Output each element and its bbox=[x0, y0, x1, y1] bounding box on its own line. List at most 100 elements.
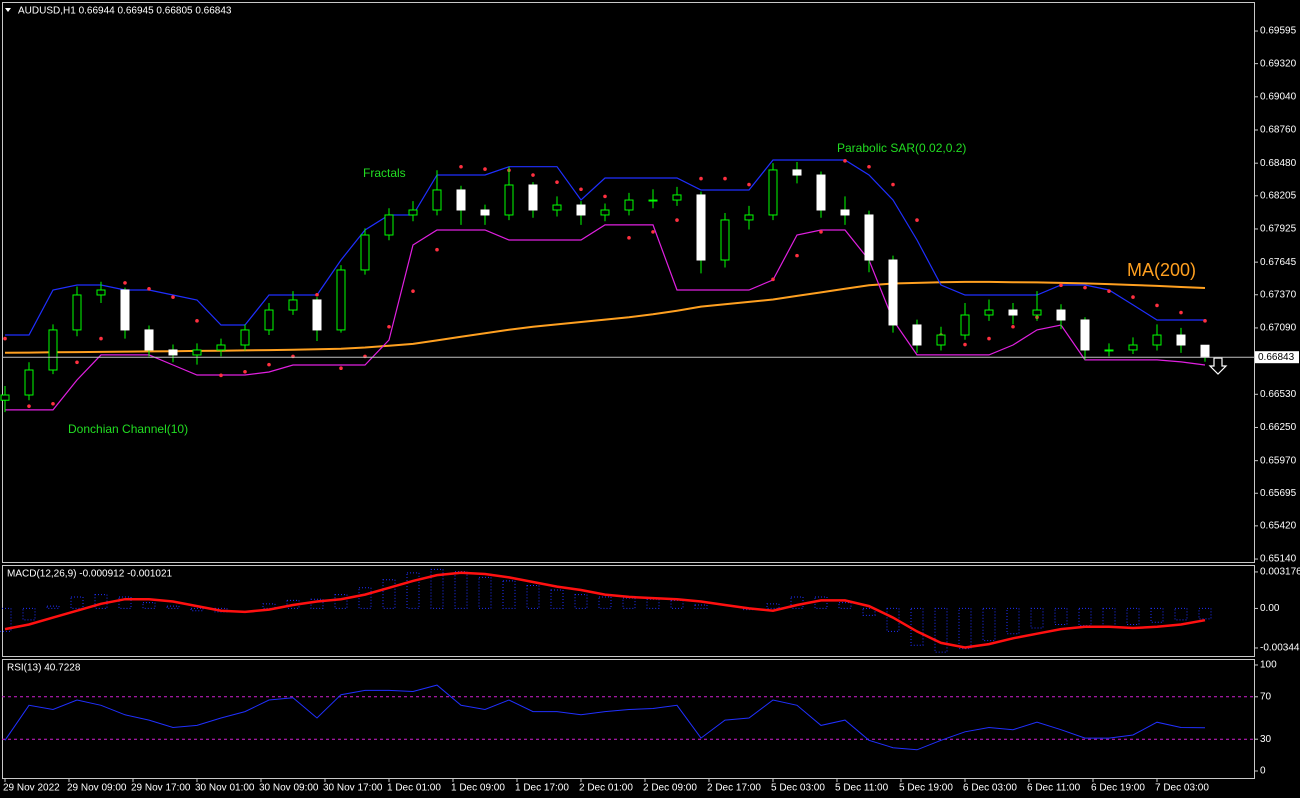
sar-dot bbox=[963, 342, 967, 347]
histogram-bar bbox=[142, 602, 156, 609]
sar-dot bbox=[987, 336, 991, 341]
candle-body bbox=[1008, 309, 1018, 316]
histogram-bar bbox=[1030, 607, 1044, 629]
candle-body bbox=[1200, 344, 1210, 358]
sar-dot bbox=[819, 230, 823, 234]
candle-body bbox=[48, 329, 58, 371]
y-tick-label: 30 bbox=[1260, 734, 1272, 745]
candle-body bbox=[768, 169, 778, 216]
channel-upper bbox=[5, 159, 1205, 336]
sar-dot bbox=[411, 289, 415, 293]
y-tick-label: 100 bbox=[1260, 660, 1277, 671]
menu-icon[interactable] bbox=[5, 8, 11, 12]
x-tick-label: 5 Dec 11:00 bbox=[835, 783, 889, 794]
macd-pane bbox=[2, 565, 1255, 657]
x-tick-label: 1 Dec 01:00 bbox=[387, 783, 441, 794]
histogram-bar bbox=[694, 604, 708, 609]
y-tick-label: 0.00 bbox=[1260, 603, 1280, 614]
histogram-bar bbox=[334, 594, 348, 609]
macd-title: MACD(12,26,9) -0.000912 -0.001021 bbox=[7, 569, 173, 580]
y-tick-label: 0 bbox=[1260, 766, 1266, 777]
histogram-bar bbox=[1150, 607, 1164, 623]
candle-body bbox=[480, 209, 490, 216]
candle-body bbox=[168, 349, 178, 356]
x-tick-label: 2 Dec 01:00 bbox=[579, 783, 633, 794]
sar-dot bbox=[387, 324, 391, 329]
sar-dot bbox=[867, 164, 871, 169]
x-tick-label: 6 Dec 03:00 bbox=[963, 783, 1017, 794]
candle-body bbox=[0, 394, 10, 401]
sar-dot bbox=[1059, 283, 1063, 288]
sar-dot bbox=[99, 336, 103, 341]
sar-dot bbox=[27, 404, 31, 408]
price-pane bbox=[2, 2, 1255, 563]
candle-body bbox=[240, 329, 250, 346]
candle-body bbox=[648, 199, 658, 202]
x-tick-label: 29 Nov 09:00 bbox=[67, 783, 127, 794]
candle-body bbox=[216, 344, 226, 351]
sar-dot bbox=[243, 369, 247, 374]
sar-dot bbox=[723, 176, 727, 181]
y-tick-label: 0.69320 bbox=[1260, 58, 1297, 69]
sar-dot bbox=[483, 167, 487, 171]
candle-body bbox=[1056, 309, 1066, 321]
histogram-bar bbox=[310, 598, 324, 609]
histogram-bar bbox=[502, 580, 516, 609]
sar-dot bbox=[1083, 285, 1087, 290]
sar-dot bbox=[1011, 324, 1015, 329]
histogram-bar bbox=[286, 599, 300, 609]
histogram-bar bbox=[382, 579, 396, 609]
histogram-bar bbox=[958, 607, 972, 650]
histogram-bar bbox=[1054, 607, 1068, 626]
y-tick-label: 0.65420 bbox=[1260, 520, 1297, 531]
sar-dot bbox=[3, 336, 7, 341]
y-tick-label: 0.68205 bbox=[1260, 190, 1297, 201]
candle-body bbox=[912, 324, 922, 346]
histogram-bar bbox=[1174, 607, 1188, 621]
candle-body bbox=[624, 199, 634, 211]
last-price-label: 0.66843 bbox=[1258, 352, 1295, 363]
y-tick-label: 0.68480 bbox=[1260, 158, 1297, 169]
x-tick-label: 5 Dec 19:00 bbox=[899, 783, 953, 794]
histogram-bar bbox=[1126, 607, 1140, 626]
chart-title: AUDUSD,H1 0.66944 0.66945 0.66805 0.6684… bbox=[18, 6, 232, 17]
sar-dot bbox=[315, 292, 319, 297]
y-tick-label: 0.67645 bbox=[1260, 257, 1297, 268]
y-tick-label: 0.68760 bbox=[1260, 125, 1297, 136]
candle-body bbox=[408, 209, 418, 216]
histogram-bar bbox=[406, 572, 420, 609]
annotation: MA(200) bbox=[1127, 260, 1196, 280]
histogram-bar bbox=[0, 607, 12, 632]
sar-dot bbox=[795, 253, 799, 258]
histogram-bar bbox=[670, 599, 684, 609]
candle-body bbox=[528, 184, 538, 211]
histogram-bar bbox=[862, 607, 876, 616]
x-tick-label: 5 Dec 03:00 bbox=[771, 783, 825, 794]
histogram-bar bbox=[550, 589, 564, 609]
sar-dot bbox=[915, 218, 919, 222]
sar-dot bbox=[171, 295, 175, 299]
series-line bbox=[4, 280, 1206, 354]
candle-body bbox=[504, 184, 514, 216]
candle-body bbox=[984, 309, 994, 316]
histogram-bar bbox=[166, 605, 180, 609]
candle-body bbox=[288, 299, 298, 311]
histogram-bar bbox=[430, 568, 444, 609]
histogram-bar bbox=[910, 607, 924, 646]
histogram-bar bbox=[982, 607, 996, 642]
annotation: Donchian Channel(10) bbox=[68, 422, 188, 436]
sar-dot bbox=[1179, 310, 1183, 315]
histogram-bar bbox=[478, 576, 492, 609]
sar-dot bbox=[435, 247, 439, 252]
x-tick-label: 7 Dec 03:00 bbox=[1155, 783, 1209, 794]
candle-body bbox=[192, 349, 202, 356]
annotation: Parabolic SAR(0.02,0.2) bbox=[837, 141, 966, 155]
y-tick-label: 0.67090 bbox=[1260, 323, 1297, 334]
x-tick-label: 30 Nov 09:00 bbox=[259, 783, 319, 794]
x-tick-label: 1 Dec 09:00 bbox=[451, 783, 505, 794]
histogram-bar bbox=[790, 596, 804, 609]
histogram-bar bbox=[454, 571, 468, 609]
y-tick-label: 70 bbox=[1260, 691, 1272, 702]
y-tick-label: 0.67370 bbox=[1260, 289, 1297, 300]
